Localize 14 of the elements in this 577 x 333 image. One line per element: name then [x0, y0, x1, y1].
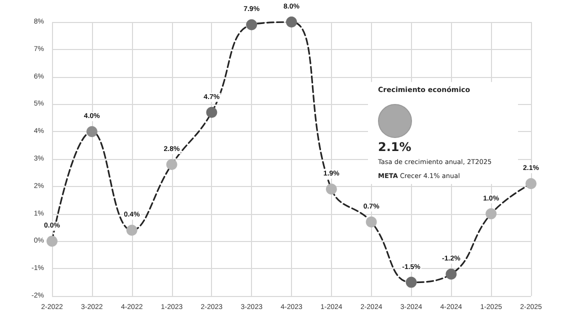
point	[406, 276, 417, 288]
point	[46, 236, 58, 247]
point	[446, 268, 457, 280]
point	[486, 208, 497, 220]
point	[86, 126, 98, 138]
point	[206, 106, 218, 118]
point	[246, 19, 258, 30]
point	[526, 178, 536, 190]
point	[126, 224, 138, 236]
annotation: 2.1%	[378, 140, 412, 154]
point	[326, 184, 337, 195]
point	[286, 16, 297, 28]
point	[366, 216, 377, 228]
point	[166, 158, 178, 170]
